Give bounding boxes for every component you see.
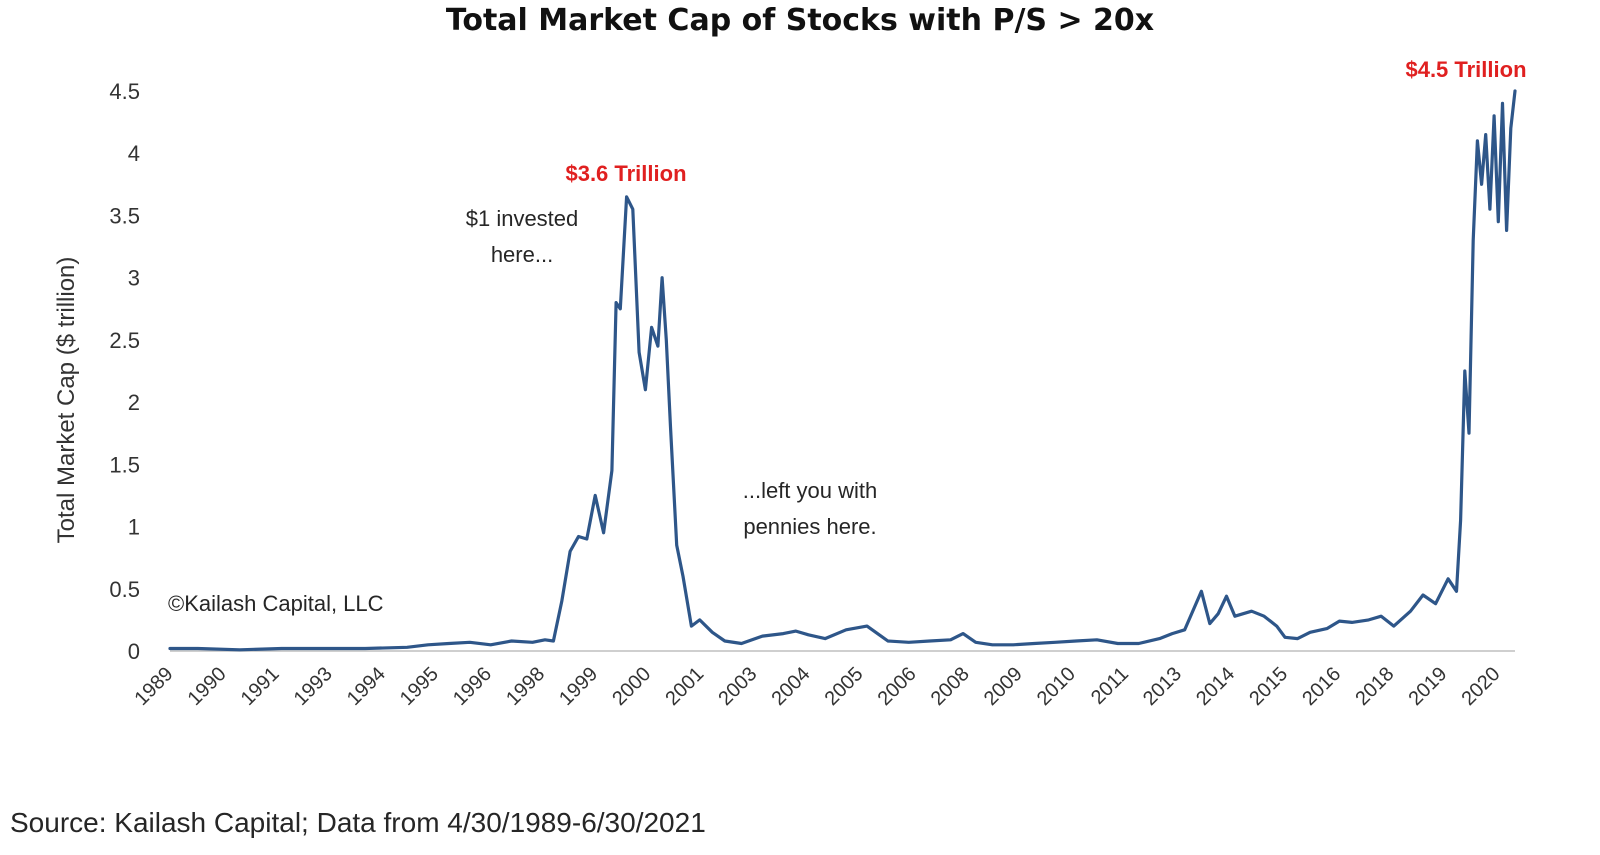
source-note: Source: Kailash Capital; Data from 4/30/… [10,807,706,838]
annotation-pennies-line1: ...left you with [743,478,878,503]
x-tick-label: 2000 [608,663,655,710]
x-tick-label: 2018 [1351,663,1398,710]
x-tick-label: 2013 [1139,663,1186,710]
x-tick-label: 2004 [767,663,814,710]
x-tick-label: 2019 [1404,663,1451,710]
y-tick-label: 2 [128,390,140,415]
y-tick-label: 3 [128,266,140,291]
peak-label-2000: $3.6 Trillion [565,161,686,186]
chart-title: Total Market Cap of Stocks with P/S > 20… [446,3,1154,38]
x-tick-label: 2009 [980,663,1027,710]
series-line [168,89,1517,652]
x-tick-label: 2010 [1033,663,1080,710]
x-tick-label: 1994 [343,663,390,710]
x-tick-label: 1999 [555,663,602,710]
x-tick-label: 1996 [449,663,496,710]
x-tick-label: 2001 [661,663,708,710]
copyright-label: ©Kailash Capital, LLC [168,591,384,616]
y-tick-label: 0.5 [109,577,140,602]
x-tick-label: 1991 [237,663,284,710]
x-tick-label: 1993 [290,663,337,710]
x-tick-label: 2003 [714,663,761,710]
y-axis-label: Total Market Cap ($ trillion) [53,257,80,544]
y-tick-label: 4.5 [109,79,140,104]
y-tick-label: 2.5 [109,328,140,353]
y-tick-label: 3.5 [109,203,140,228]
x-tick-label: 2016 [1298,663,1345,710]
y-tick-label: 1.5 [109,452,140,477]
annotation-pennies-line2: pennies here. [743,514,876,539]
x-tick-label: 1995 [396,663,443,710]
y-tick-label: 1 [128,515,140,540]
y-tick-label: 4 [128,141,140,166]
y-axis-ticks: 0 0.5 1 1.5 2 2.5 3 3.5 4 4.5 [109,79,140,664]
annotation-invested-line1: $1 invested [466,206,579,231]
x-tick-label: 2005 [821,663,868,710]
x-tick-label: 1998 [502,663,549,710]
x-tick-label: 2006 [874,663,921,710]
x-tick-label: 2011 [1087,663,1133,709]
x-tick-label: 2008 [927,663,974,710]
x-tick-label: 2020 [1458,663,1505,710]
annotation-invested-line2: here... [491,242,553,267]
peak-label-2021: $4.5 Trillion [1405,57,1526,82]
y-tick-label: 0 [128,639,140,664]
x-axis-ticks: 1989 1990 1991 1993 1994 1995 1996 1998 1999 2000… [131,663,1505,710]
x-tick-label: 1989 [131,663,178,710]
x-tick-label: 1990 [184,663,231,710]
x-tick-label: 2015 [1245,663,1292,710]
x-tick-label: 2014 [1192,663,1239,710]
